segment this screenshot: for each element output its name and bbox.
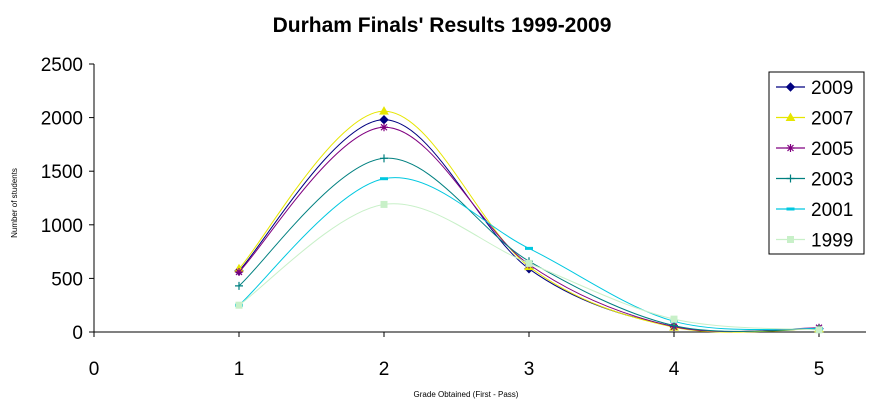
y-axis-label: Number of students [10, 168, 19, 238]
data-point [379, 115, 389, 125]
series-2007 [234, 106, 824, 333]
chart-title: Durham Finals' Results 1999-2009 [273, 14, 612, 37]
y-tick-label: 500 [51, 269, 83, 290]
plot-area: 0 500 1000 1500 2000 2500 0 1 2 3 4 5 [41, 55, 866, 380]
data-point [670, 321, 678, 330]
legend: 2009 2007 2005 2003 2001 1999 [768, 71, 865, 255]
legend-swatch-marker [785, 112, 796, 121]
legend-label: 1999 [811, 231, 853, 252]
x-tick-label: 5 [814, 359, 825, 380]
data-point [525, 259, 533, 267]
legend-swatch-marker [785, 82, 796, 92]
x-tick-label: 3 [524, 359, 535, 380]
legend-swatch-marker [786, 174, 795, 183]
legend-box [768, 71, 865, 255]
x-axis-label: Grade Obtained (First - Pass) [414, 390, 519, 399]
y-tick-label: 0 [72, 323, 83, 344]
series-2001 [235, 177, 823, 331]
legend-item-2009: 2009 [776, 78, 853, 99]
y-tick-label: 2500 [41, 55, 83, 76]
x-tick-label: 1 [234, 359, 245, 380]
series-2003 [235, 154, 823, 333]
series-group [234, 106, 824, 334]
data-point [380, 154, 388, 163]
x-tick-label: 0 [89, 359, 100, 380]
legend-label: 2005 [811, 139, 853, 160]
y-axis-ticks: 0 500 1000 1500 2000 2500 [41, 55, 94, 344]
y-tick-label: 2000 [41, 109, 83, 130]
series-2009 [234, 115, 824, 334]
legend-swatch-marker [787, 236, 794, 243]
series-line [238, 177, 820, 331]
legend-label: 2007 [811, 109, 853, 130]
data-point [235, 281, 243, 290]
legend-swatch-marker [786, 144, 795, 152]
legend-label: 2009 [811, 78, 853, 99]
legend-label: 2001 [811, 200, 853, 221]
legend-swatch-marker [786, 207, 795, 211]
data-point [379, 106, 389, 115]
series-line [238, 157, 820, 332]
legend-label: 2003 [811, 170, 853, 191]
x-axis-ticks: 0 1 2 3 4 5 [89, 332, 825, 380]
series-1999 [235, 200, 823, 334]
legend-item-1999: 1999 [776, 231, 853, 252]
legend-item-2005: 2005 [776, 139, 853, 160]
legend-item-2003: 2003 [776, 170, 853, 191]
series-line [238, 110, 820, 333]
legend-item-2007: 2007 [776, 109, 853, 130]
y-tick-label: 1500 [41, 162, 83, 183]
data-point [380, 200, 388, 208]
x-tick-label: 4 [669, 359, 680, 380]
x-tick-label: 2 [379, 359, 390, 380]
data-point [380, 123, 388, 132]
data-point [670, 315, 678, 323]
y-tick-label: 1000 [41, 216, 83, 237]
data-point [235, 301, 243, 309]
data-point [380, 177, 388, 181]
data-point [815, 326, 823, 334]
data-point [525, 246, 533, 250]
legend-item-2001: 2001 [776, 200, 853, 221]
data-point [235, 267, 243, 276]
